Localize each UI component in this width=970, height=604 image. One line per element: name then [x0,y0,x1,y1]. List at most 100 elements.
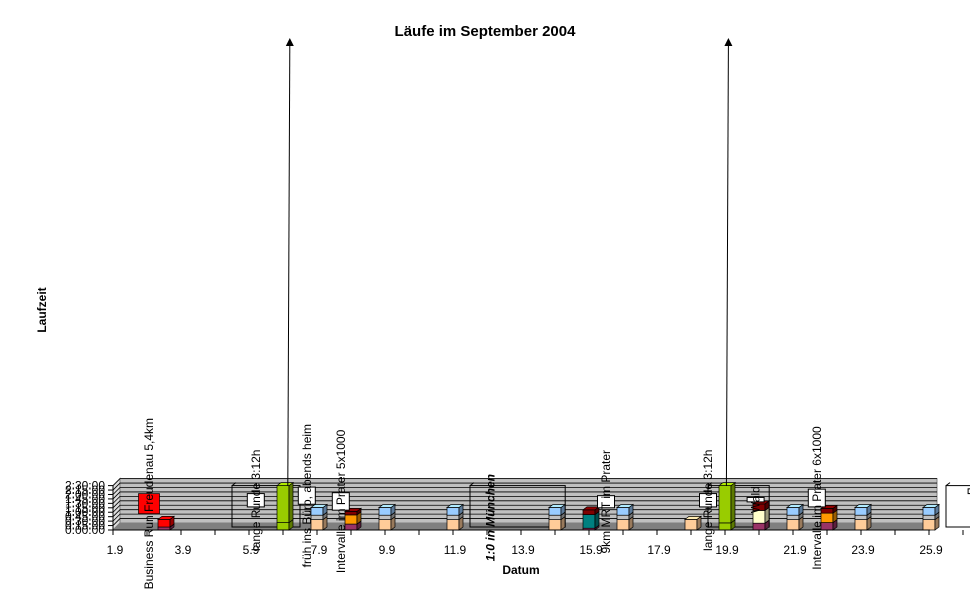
x-tick-label: 17.9 [647,543,671,557]
y-axis-label: Laufzeit [35,287,49,332]
bar-segment-front [854,514,868,520]
y-tick-label: 2:30:00 [65,479,105,493]
weekend-box [945,485,970,528]
x-tick-label: 15.9 [579,543,603,557]
bar-segment-front [854,519,868,531]
bar [309,503,329,531]
annotation-box [967,488,970,495]
bar [785,503,805,531]
bar-top [683,515,703,520]
gridline [112,518,937,526]
y-tick-label: 1:30:00 [65,496,105,510]
bar [547,503,567,531]
gridline [112,487,937,495]
gridline [112,513,937,522]
bar-segment-front [616,519,630,531]
bar-segment-front [446,507,460,516]
x-tick-label: 9.9 [379,543,396,557]
annotation-label: früh ins Büro, abends heim [300,424,314,567]
bar-segment-front [752,522,766,531]
y-tick-label: 0:30:00 [65,514,105,528]
bar-segment-front [548,519,562,531]
annotation: Business Run Freudenau 5,4km [138,418,160,589]
x-tick-label: 19.9 [715,543,739,557]
annotation-box [807,488,826,508]
bar-segment-front [446,514,460,520]
annotation-label: lange Runde 3:12h [249,450,263,551]
bar [156,515,176,531]
bar-segment-front [616,514,630,520]
arrow-line [725,45,729,486]
bar-top [921,504,941,508]
gridline [112,478,937,486]
weekend-box [231,485,301,528]
bar [581,506,601,531]
y-tick-label: 2:00:00 [65,487,105,501]
y-tick-label: 1:00:00 [65,505,105,519]
bar-segment-side [730,481,736,524]
annotation: 9km MRT im Prater [597,450,615,554]
weekend-box-edge [469,482,475,487]
weekend-box-edge [231,482,237,487]
bar-top [309,504,329,508]
annotation-label: 9km MRT im Prater [599,450,613,554]
bar [445,503,465,531]
bar-segment-front [378,507,392,516]
annotation: Wald [746,486,765,513]
annotation-label: Intervalle im Prater 6x1000 [810,426,824,570]
bar [275,481,295,531]
bar-segment-front [548,514,562,520]
annotation-label: lange Runde 3:12h [701,450,715,551]
y-tick-label: 0:45:00 [65,510,105,524]
annotation-box [297,486,316,505]
bar-segment-front [786,507,800,516]
bar-top [275,482,295,486]
bar-segment-front [922,519,936,531]
bar-top [853,504,873,508]
bar [377,503,397,531]
arrow-head [285,38,294,46]
x-tick-label: 3.9 [175,543,192,557]
bar-segment-front [378,519,392,531]
bar [717,481,737,531]
annotation-box [597,495,615,509]
annotation-label: 1:0 in München [483,474,497,561]
x-tick-label: 1.9 [107,543,124,557]
x-tick-label: 23.9 [851,543,875,557]
x-tick-label: 25.9 [919,543,943,557]
bar [683,515,703,531]
bar-segment-front [276,485,290,523]
bar-top [156,515,176,520]
annotation-label: Wald [749,486,763,513]
x-tick-label: 7.9 [311,543,328,557]
bar-segment-front [854,507,868,516]
bar-top [377,504,397,508]
axes: 0:00:000:15:000:30:000:45:001:00:001:15:… [65,479,964,557]
annotation-label: Business Run Freudenau 5,4km [142,418,156,589]
y-tick-label: 0:15:00 [65,519,105,533]
bar-segment-front [378,514,392,520]
bar-segment-front [616,507,630,516]
bar-segment-front [276,522,290,531]
bar-top [615,504,635,508]
bar-segment-front [922,514,936,520]
bar-top [445,504,465,508]
y-tick-label: 1:15:00 [65,501,105,515]
annotation: 1:0 in München [483,474,497,561]
y-tick-label: 2:15:00 [65,483,105,497]
bar-segment-front [446,519,460,531]
annotation-box [246,493,265,508]
bar-segment-front [922,507,936,516]
annotation-box [746,496,765,503]
annotation-box [138,493,160,515]
arrow-line [287,45,291,486]
bar [615,503,635,531]
y-tick-label: 1:45:00 [65,492,105,506]
bar-segment-front [157,518,171,528]
bar-segment-front [684,518,698,531]
x-axis-label: Datum [502,563,539,577]
bar-segment-front [786,519,800,531]
bar [819,504,839,531]
bar-segment-front [718,522,732,531]
bar [853,503,873,531]
